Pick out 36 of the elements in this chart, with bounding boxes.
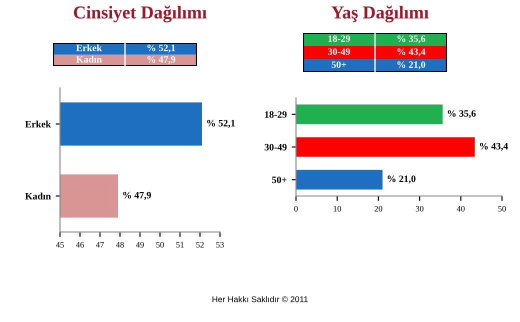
text: % 21,0 (397, 61, 426, 70)
text: % 52,1 (147, 44, 176, 53)
category-label: Kadın (76, 56, 102, 63)
x-tick-label: 53 (216, 242, 224, 248)
category-label: Erkek (76, 44, 102, 52)
y-tick-label: 50+ (272, 176, 286, 184)
data-label: % 35,6 (448, 110, 476, 118)
text: % 47,9 (147, 56, 176, 64)
x-tick-label: 49 (136, 242, 144, 248)
data-label: % 21,0 (388, 176, 416, 184)
category-label: 18-29 (328, 35, 350, 42)
data-label: % 47,9 (123, 192, 151, 200)
x-tick-label: 0 (294, 206, 298, 212)
x-tick-label: 47 (96, 242, 104, 248)
chart-title: Yaş Dağılımı (331, 6, 429, 22)
text: % 35,6 (397, 35, 426, 44)
x-tick-label: 40 (456, 206, 465, 212)
x-tick-label: 46 (76, 242, 84, 248)
x-tick-label: 48 (116, 242, 124, 248)
chart-title: Cinsiyet Dağılımı (74, 6, 207, 22)
category-label: 50+ (332, 61, 346, 68)
data-label: % 52,1 (207, 120, 235, 128)
x-tick-label: 50 (498, 206, 506, 212)
x-tick-label: 20 (374, 206, 382, 212)
x-tick-label: 10 (334, 206, 342, 212)
x-tick-label: 45 (56, 242, 64, 248)
data-label: % 43,4 (480, 142, 508, 151)
y-tick-label: 30-49 (264, 144, 287, 150)
text: Her Hakkı Saklıdır © 2011 (212, 296, 308, 302)
text: % 43,4 (397, 48, 426, 56)
x-tick-label: 52 (196, 242, 204, 248)
category-label: 30-49 (328, 48, 350, 55)
y-tick-label: 18-29 (265, 111, 287, 118)
x-tick-label: 50 (156, 242, 164, 248)
x-tick-label: 30 (416, 206, 424, 212)
x-tick-label: 51 (176, 242, 184, 248)
